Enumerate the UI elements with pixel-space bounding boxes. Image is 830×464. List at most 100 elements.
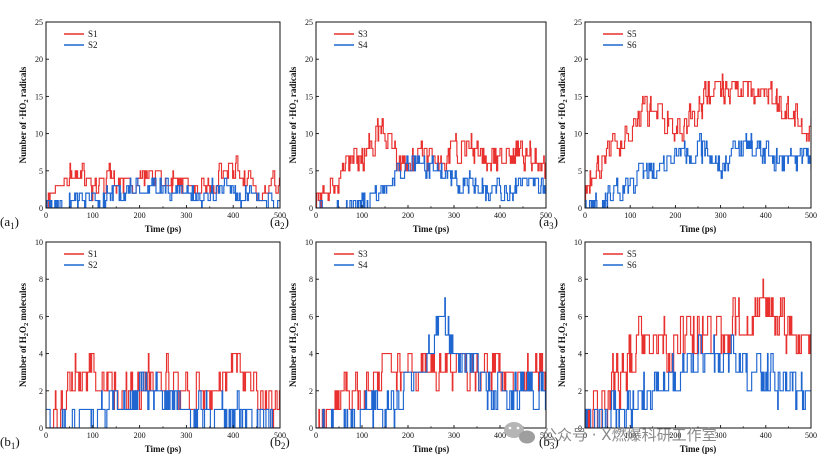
panel-label-part: ) — [554, 434, 558, 449]
y-tick-label: 2 — [39, 387, 43, 396]
x-tick-label: 300 — [715, 431, 727, 440]
series-line-s1 — [46, 155, 280, 208]
x-axis-label: Time (ps) — [680, 224, 717, 234]
x-tick-label: 100 — [624, 211, 636, 220]
chart-a3: 0 100 200 300 400 500 0 5 10 15 20 25 Time (ps) Numbe… — [539, 18, 817, 234]
y-label-sub: 2 — [562, 333, 569, 336]
panel-label-b1: (b1) — [0, 434, 20, 451]
y-axis-label: Number of H2O2 molecules — [557, 282, 569, 387]
series-line-s1 — [46, 353, 280, 428]
x-tick-label: 400 — [227, 211, 239, 220]
x-tick-label: 500 — [274, 431, 286, 440]
y-axis-label: Number of H2O2 molecules — [18, 282, 30, 387]
x-tick-label: 300 — [448, 211, 460, 220]
y-label-sub: 2 — [562, 323, 569, 326]
x-tick-label: 400 — [494, 431, 506, 440]
x-tick-label: 100 — [624, 431, 636, 440]
legend-label-s2: S2 — [88, 260, 98, 270]
series-line-s5 — [585, 73, 811, 202]
y-tick-label: 2 — [309, 387, 313, 396]
chart-a2: 0 100 200 300 400 500 0 5 10 15 20 25 Time (ps) Numbe… — [270, 18, 552, 234]
y-tick-label: 25 — [574, 18, 582, 27]
x-tick-label: 400 — [494, 211, 506, 220]
y-tick-label: 20 — [35, 55, 43, 64]
x-tick-label: 300 — [715, 211, 727, 220]
legend-label-s6: S6 — [627, 40, 637, 50]
x-tick-label: 200 — [669, 431, 681, 440]
y-label-part: molecules — [557, 282, 567, 322]
panel-label-part: ) — [285, 214, 289, 229]
y-label-sub: 2 — [23, 333, 30, 336]
y-label-sub: 2 — [562, 99, 569, 102]
y-tick-label: 10 — [35, 130, 43, 139]
x-axis-label: Time (ps) — [145, 444, 182, 454]
y-tick-label: 6 — [578, 312, 582, 321]
x-tick-label: 400 — [760, 211, 772, 220]
series-line-s3 — [316, 118, 546, 208]
y-tick-label: 5 — [39, 167, 43, 176]
y-tick-label: 0 — [309, 424, 313, 433]
panel-label-part: (b — [270, 434, 281, 449]
panel-label-sub: 3 — [549, 221, 554, 231]
legend-label-s1: S1 — [88, 249, 98, 259]
panel-label-b3: (b3) — [539, 434, 559, 451]
y-label-part: O — [18, 326, 28, 333]
legend-label-s5: S5 — [627, 29, 637, 39]
x-tick-label: 500 — [274, 211, 286, 220]
x-axis-label: Time (ps) — [413, 444, 450, 454]
y-label-part: Number of ·HO — [18, 103, 28, 164]
x-tick-label: 200 — [669, 211, 681, 220]
y-label-part: Number of ·HO — [288, 103, 298, 164]
x-tick-label: 200 — [402, 211, 414, 220]
y-tick-label: 10 — [574, 238, 582, 247]
x-tick-label: 300 — [180, 211, 192, 220]
y-tick-label: 6 — [39, 312, 43, 321]
y-tick-label: 4 — [309, 350, 313, 359]
legend-label-s5: S5 — [627, 249, 637, 259]
panel-label-part: (b — [539, 434, 550, 449]
y-tick-label: 8 — [309, 275, 313, 284]
y-label-part: Number of H — [557, 336, 567, 387]
panel-label-sub: 2 — [280, 221, 285, 231]
y-tick-label: 10 — [305, 130, 313, 139]
y-tick-label: 0 — [578, 424, 582, 433]
panel-label-sub: 2 — [281, 441, 286, 451]
y-tick-label: 5 — [309, 167, 313, 176]
y-tick-label: 0 — [309, 204, 313, 213]
legend-label-s6: S6 — [627, 260, 637, 270]
legend-label-s3: S3 — [358, 249, 368, 259]
x-tick-label: 200 — [134, 211, 146, 220]
panel-label-part: ) — [554, 214, 558, 229]
y-axis-label: Number of H2O2 molecules — [288, 282, 300, 387]
y-tick-label: 10 — [35, 238, 43, 247]
y-tick-label: 10 — [574, 130, 582, 139]
y-label-part: radicals — [288, 66, 298, 99]
x-axis-label: Time (ps) — [145, 224, 182, 234]
y-label-part: Number of ·HO — [557, 103, 567, 164]
legend-label-s3: S3 — [358, 29, 368, 39]
y-tick-label: 0 — [39, 424, 43, 433]
y-label-sub: 2 — [23, 99, 30, 102]
series-group — [316, 297, 546, 428]
series-line-s6 — [585, 334, 811, 428]
y-label-part: O — [557, 326, 567, 333]
series-line-s4 — [316, 297, 546, 428]
x-tick-label: 0 — [583, 211, 587, 220]
x-tick-label: 0 — [314, 431, 318, 440]
y-label-part: O — [288, 326, 298, 333]
x-tick-label: 100 — [356, 211, 368, 220]
series-group — [585, 278, 811, 428]
panel-label-part: (a — [539, 214, 549, 229]
x-tick-label: 0 — [583, 431, 587, 440]
panel-label-part: (a — [0, 214, 10, 229]
series-group — [316, 118, 546, 208]
chart-b3: 0 100 200 300 400 500 0 2 4 6 8 10 Time (ps) Number o… — [539, 238, 817, 454]
y-axis-label: Number of ·HO2 radicals — [288, 66, 300, 163]
x-tick-label: 0 — [44, 211, 48, 220]
watermark-text: 公众号 · X燃爆科研工作室 — [542, 426, 717, 444]
